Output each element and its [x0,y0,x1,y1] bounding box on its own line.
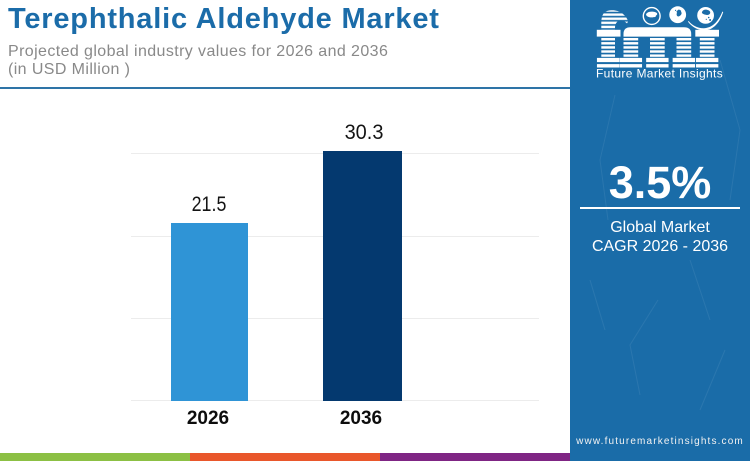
svg-text:Future Market Insights: Future Market Insights [596,67,723,81]
